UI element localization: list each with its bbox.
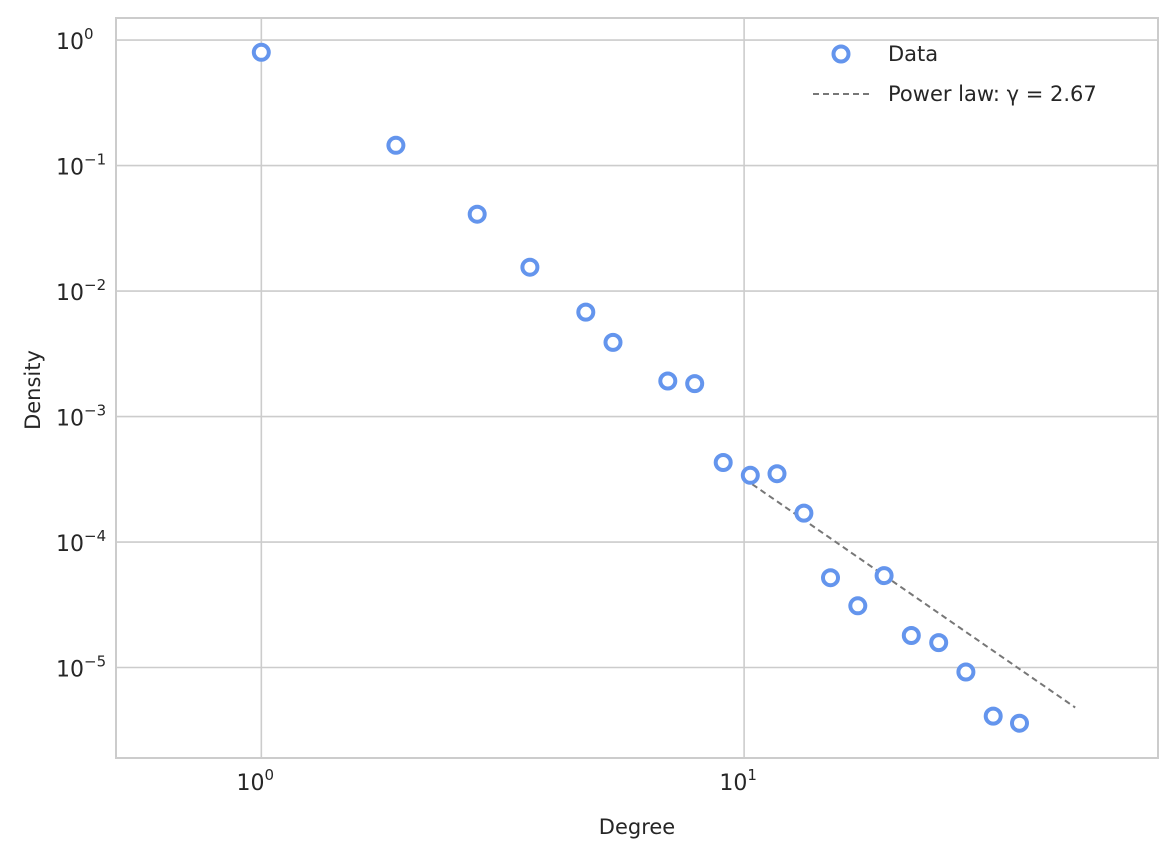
x-tick-label: 100 [237, 766, 275, 796]
data-point [874, 566, 894, 586]
y-axis-ticks: 100 10−1 10−2 10−3 10−4 10−5 [56, 25, 106, 682]
data-point [1010, 713, 1029, 733]
data-point [983, 706, 1003, 726]
data-point [848, 596, 868, 616]
legend: Data Power law: γ = 2.67 [813, 42, 1097, 106]
y-tick-label: 100 [56, 25, 94, 55]
data-point [251, 42, 271, 62]
data-point [467, 204, 487, 224]
x-axis-ticks: 100 101 [237, 766, 757, 796]
data-point [901, 626, 921, 645]
data-point [603, 332, 623, 352]
legend-label-power-law: Power law: γ = 2.67 [888, 82, 1097, 106]
power-law-fit-line [743, 477, 1076, 709]
plot-frame [115, 17, 1159, 759]
data-point [821, 568, 840, 588]
y-tick-label: 10−3 [56, 402, 106, 432]
data-point [685, 374, 705, 394]
data-point [576, 302, 596, 322]
data-point [794, 503, 814, 523]
data-point [740, 465, 760, 485]
data-point [713, 453, 733, 472]
y-axis-label: Density [21, 350, 45, 430]
legend-label-data: Data [888, 42, 938, 66]
data-point [956, 662, 976, 682]
data-point [929, 633, 949, 653]
data-point [767, 464, 787, 484]
x-tick-label: 101 [719, 766, 757, 796]
plot-background [116, 18, 1158, 758]
y-tick-label: 10−5 [56, 652, 106, 682]
legend-marker-data [831, 44, 851, 64]
data-point [520, 257, 540, 277]
data-point [386, 135, 406, 155]
data-point [658, 371, 678, 391]
x-axis-label: Degree [599, 815, 675, 839]
y-tick-label: 10−4 [56, 527, 106, 557]
y-tick-label: 10−1 [56, 151, 106, 181]
grid [116, 18, 1158, 758]
y-tick-label: 10−2 [56, 276, 106, 306]
series-layer [251, 42, 1076, 733]
